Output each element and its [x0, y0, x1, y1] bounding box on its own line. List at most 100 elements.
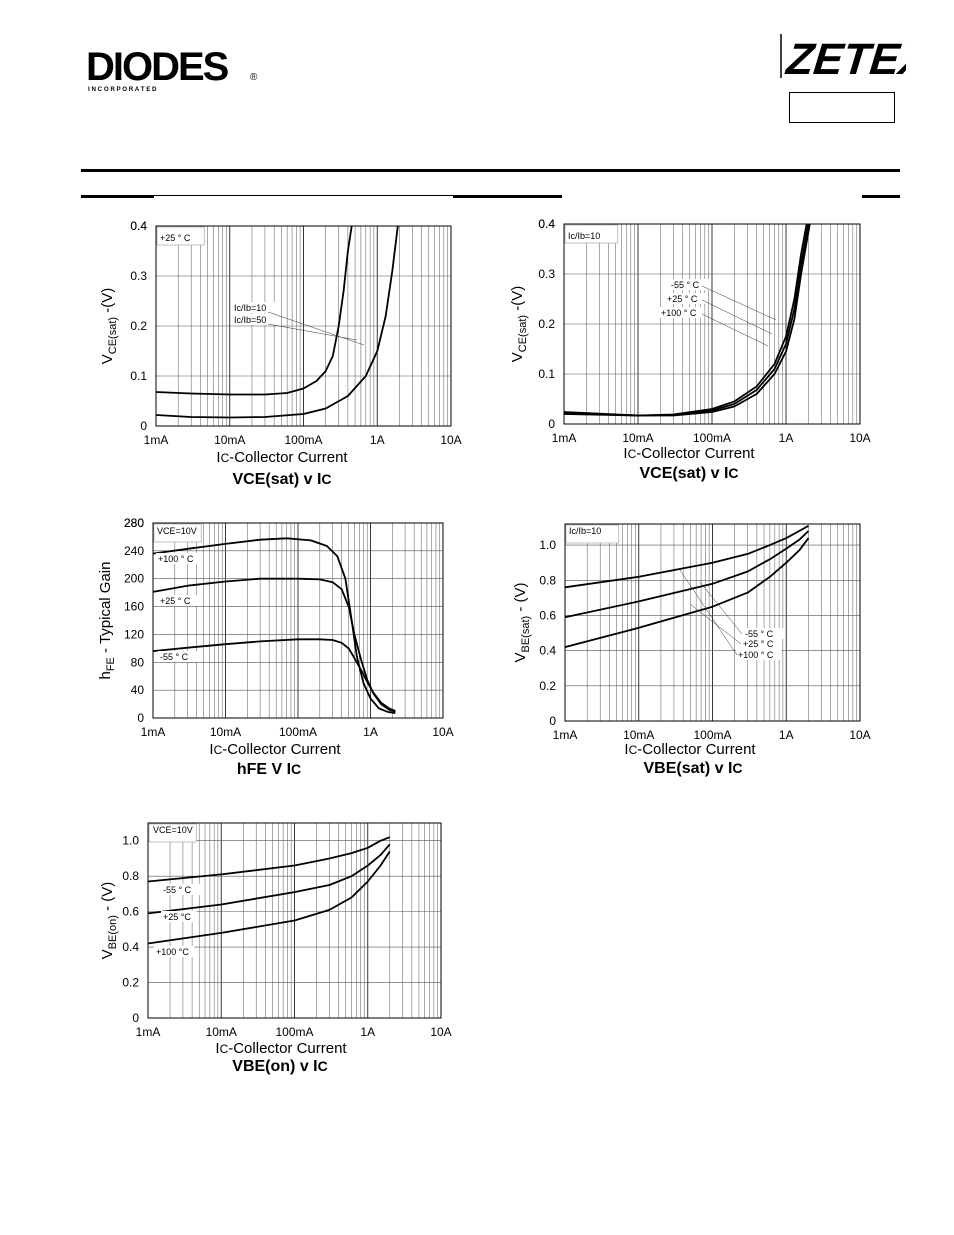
annotation-leader [679, 569, 738, 656]
x-tick-label: 1A [360, 1025, 375, 1039]
y-tick-label: 40 [131, 683, 145, 697]
series-line-1 [155, 225, 399, 419]
y-tick-label: 0.8 [122, 869, 139, 883]
x-tick-label: 10mA [206, 1025, 237, 1039]
x-tick-label: 10A [849, 431, 870, 445]
x-tick-label: 10A [430, 1025, 451, 1039]
chart-title: VCE(sat) v IC [639, 465, 738, 482]
legend-entry: VCE=10V [157, 526, 197, 536]
y-axis-label-main: V [99, 354, 116, 364]
x-tick-label: 10mA [210, 725, 241, 739]
legend-box [156, 226, 205, 246]
annotation-bg [741, 638, 782, 649]
series-line-2 [563, 223, 811, 417]
annotation-label: +100 °C [156, 947, 189, 957]
x-axis-label-rest: -Collector Current [229, 449, 348, 466]
x-tick-label: 1mA [144, 433, 169, 447]
annotation-label: +25 ° C [667, 294, 698, 304]
x-tick-label: 1A [370, 433, 385, 447]
annotation-leader [689, 603, 742, 645]
y-tick-label: 0 [132, 1011, 139, 1025]
annotation-label: +25 °C [163, 912, 191, 922]
annotation-label: -55 ° C [671, 280, 700, 290]
y-axis-label-main: V [512, 653, 529, 663]
x-tick-label: 100mA [279, 725, 317, 739]
y-tick-label: 0 [548, 417, 555, 431]
y-axis-label-rest: - (V) [99, 882, 116, 915]
y-tick-label: 0 [549, 714, 556, 728]
y-tick-label: 200 [124, 572, 144, 586]
annotation-bg [743, 628, 784, 639]
y-tick-label: 0.6 [539, 608, 556, 622]
y-axis-label: VBE(sat) - (V) [512, 582, 532, 662]
x-tick-label: 1mA [141, 725, 166, 739]
header-rule-bottom [81, 195, 900, 198]
x-tick-label: 100mA [693, 431, 731, 445]
plot-top-mask [562, 194, 862, 223]
y-tick-label: 0 [140, 419, 147, 433]
y-tick-label: 0.1 [538, 367, 555, 381]
diodes-logo-text: DIODES [86, 45, 229, 89]
y-tick-label: 80 [131, 655, 145, 669]
legend-entry: Ic/Ib=10 [569, 526, 601, 536]
chart-title-main: VCE(sat) v I [639, 465, 728, 482]
annotation-bg [161, 911, 197, 922]
y-tick-label: 0.4 [130, 219, 147, 233]
y-tick-label: 120 [124, 627, 144, 641]
series-line-1 [564, 530, 810, 619]
annotation-bg [669, 279, 710, 290]
x-axis-label-sub: C [628, 447, 637, 461]
y-tick-label: 0.2 [122, 976, 139, 990]
y-tick-label: 240 [124, 544, 144, 558]
annotation-label: Ic/Ib=50 [234, 315, 266, 325]
y-tick-label: 0 [137, 711, 144, 725]
x-tick-label: 100mA [275, 1025, 313, 1039]
y-tick-label: 0.4 [122, 940, 139, 954]
legend-box [565, 524, 620, 544]
y-axis-label: VCE(sat) -(V) [99, 288, 119, 364]
y-tick-label: 0.2 [539, 679, 556, 693]
x-axis-label-sub: C [221, 451, 230, 465]
annotation-label: Ic/Ib=10 [234, 303, 266, 313]
x-tick-label: 10A [849, 728, 870, 742]
x-axis-label: IC-Collector Current [216, 449, 348, 466]
y-axis-label-rest: - (V) [512, 582, 529, 615]
y-axis-label-main: V [509, 352, 526, 362]
y-axis-label: VCE(sat) -(V) [509, 286, 529, 362]
x-axis-label-main: I [216, 449, 220, 466]
annotation-label: +100 ° C [158, 554, 194, 564]
y-axis-label-rest: - Typical Gain [97, 561, 114, 657]
annotation-label: -55 ° C [160, 652, 189, 662]
diodes-logo: DIODES ® I N C O R P O R A T E D [86, 45, 258, 93]
annotation-leader [267, 323, 358, 341]
chart-title-main: VBE(on) v I [232, 1058, 317, 1075]
y-tick-label: 0.4 [538, 217, 555, 231]
x-tick-label: 10A [432, 725, 453, 739]
annotation-leader [701, 313, 769, 347]
series-line-0 [147, 836, 391, 883]
annotation-leader [699, 581, 743, 635]
annotation-bg [158, 595, 199, 606]
y-tick-label: 0.2 [130, 319, 147, 333]
y-axis-label-sub: CE(sat) [517, 315, 529, 352]
x-tick-label: 10mA [622, 431, 653, 445]
series-line-0 [152, 537, 396, 714]
annotation-leader [267, 311, 365, 346]
diodes-logo-registered: ® [250, 72, 258, 83]
y-tick-label: 0.3 [538, 267, 555, 281]
x-tick-label: 1mA [136, 1025, 161, 1039]
chart-title-main: hFE V I [237, 761, 291, 778]
chart-title-sub: C [318, 1058, 328, 1074]
chart-title: VCE(sat) v IC [232, 471, 331, 488]
chart-title-sub: C [291, 761, 301, 777]
y-tick-label-top: 280 [124, 516, 144, 530]
y-tick-label-top: 0.4 [130, 219, 147, 233]
x-tick-label: 10mA [623, 728, 654, 742]
annotation-label: -55 ° C [163, 885, 192, 895]
y-axis-label-sub: FE [105, 657, 117, 671]
x-tick-label: 1A [779, 728, 794, 742]
x-tick-label: 1A [779, 431, 794, 445]
y-axis-label-sub: BE(sat) [520, 616, 532, 653]
